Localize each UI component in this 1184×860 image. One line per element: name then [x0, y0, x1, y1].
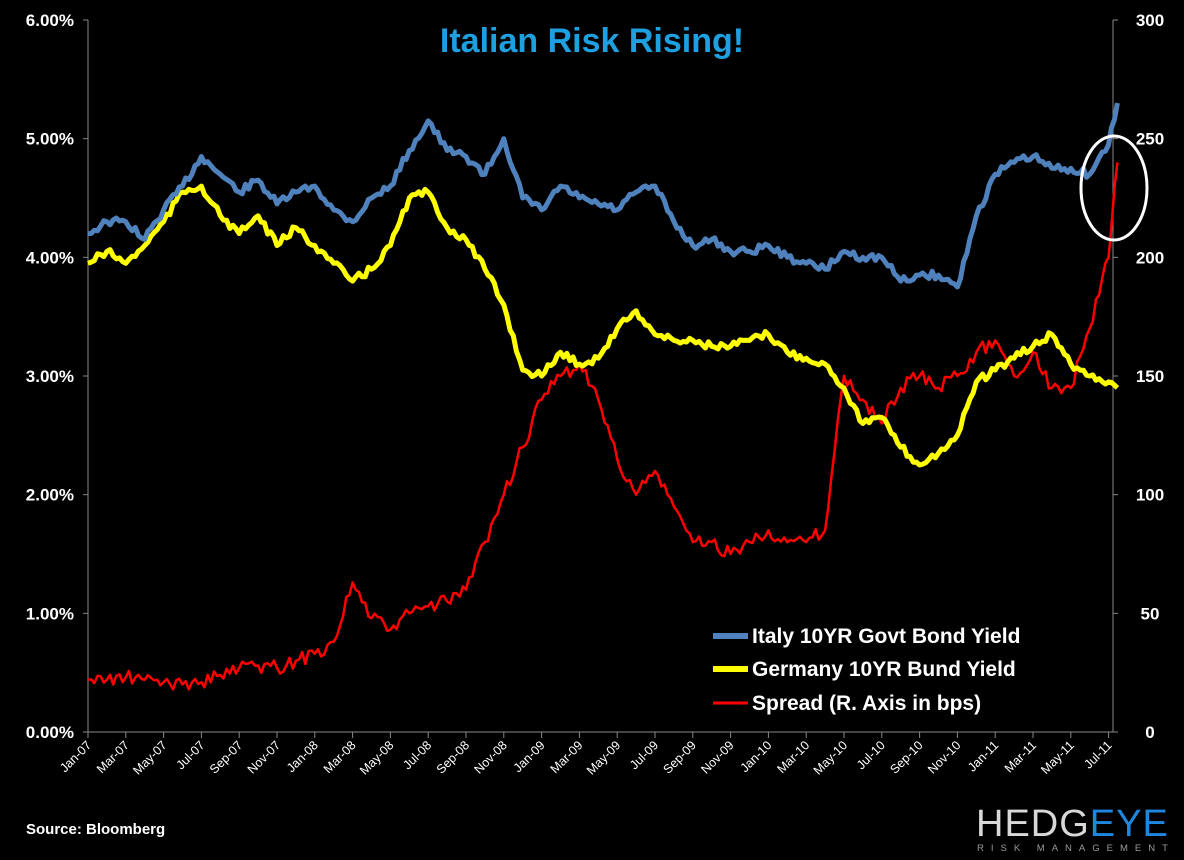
x-tick-label: Mar-09	[548, 738, 586, 776]
x-tick-label: Nov-08	[472, 738, 510, 776]
svg-text:HEDGEYE: HEDGEYE	[976, 803, 1169, 845]
x-tick-label: Jul-11	[1081, 738, 1114, 771]
left-tick-label: 5.00%	[26, 130, 74, 149]
right-tick-label: 50	[1141, 604, 1160, 623]
x-tick-label: Jan-08	[284, 738, 321, 775]
legend: Italy 10YR Govt Bond Yield Germany 10YR …	[713, 625, 1020, 715]
x-tick-label: May-07	[130, 738, 169, 777]
x-tick-label: Sep-08	[434, 738, 472, 776]
x-tick-label: Nov-07	[245, 738, 283, 776]
source-note: Source: Bloomberg	[26, 821, 165, 838]
x-tick-label: Jan-11	[965, 738, 1001, 774]
x-tick-label: Jul-08	[400, 738, 434, 772]
left-tick-label: 3.00%	[26, 367, 74, 386]
x-tick-label: Jul-07	[174, 738, 208, 772]
x-tick-label: Mar-11	[1002, 738, 1039, 775]
x-tick-label: Mar-08	[321, 738, 359, 776]
x-tick-label: May-10	[811, 738, 850, 777]
x-tick-label: Jul-09	[627, 738, 661, 772]
highlight-ellipse	[1079, 134, 1149, 242]
left-tick-label: 1.00%	[26, 604, 74, 623]
right-tick-label: 250	[1136, 130, 1164, 149]
hedgeye-logo: HEDGEYE RISK MANAGEMENT	[976, 803, 1175, 854]
series-line-spread	[87, 162, 1119, 691]
chart-title: Italian Risk Rising!	[440, 22, 744, 60]
x-tick-label: Sep-09	[661, 738, 699, 776]
logo-subtext: RISK MANAGEMENT	[977, 843, 1175, 854]
legend-label-italy: Italy 10YR Govt Bond Yield	[752, 625, 1020, 648]
left-tick-label: 0.00%	[26, 723, 74, 742]
right-tick-label: 200	[1136, 248, 1164, 267]
x-tick-label: Mar-10	[774, 738, 812, 776]
left-tick-label: 6.00%	[26, 11, 74, 30]
x-tick-label: Jan-09	[511, 738, 548, 775]
right-tick-label: 150	[1136, 367, 1164, 386]
x-tick-label: Mar-07	[94, 738, 132, 776]
x-tick-label: May-08	[357, 738, 396, 777]
x-tick-label: May-11	[1038, 738, 1077, 777]
series-line-germany	[87, 183, 1120, 468]
right-tick-label: 100	[1136, 486, 1164, 505]
x-tick-label: Jul-10	[854, 738, 888, 772]
x-tick-label: May-09	[584, 738, 623, 777]
left-tick-label: 2.00%	[26, 486, 74, 505]
right-tick-label: 300	[1136, 11, 1164, 30]
x-tick-label: Sep-07	[207, 738, 245, 776]
legend-label-spread: Spread (R. Axis in bps)	[752, 692, 981, 715]
x-tick-label: Sep-10	[887, 738, 925, 776]
legend-label-germany: Germany 10YR Bund Yield	[752, 658, 1016, 681]
right-tick-label: 0	[1145, 723, 1154, 742]
series-line-italy	[87, 102, 1120, 290]
x-tick-label: Nov-09	[698, 738, 736, 776]
x-tick-label: Jan-07	[57, 738, 94, 775]
x-tick-label: Nov-10	[925, 738, 963, 776]
left-tick-label: 4.00%	[26, 248, 74, 267]
x-tick-label: Jan-10	[738, 738, 775, 775]
logo-text-b: EYE	[1090, 803, 1169, 845]
logo-text-a: HEDG	[976, 803, 1090, 845]
